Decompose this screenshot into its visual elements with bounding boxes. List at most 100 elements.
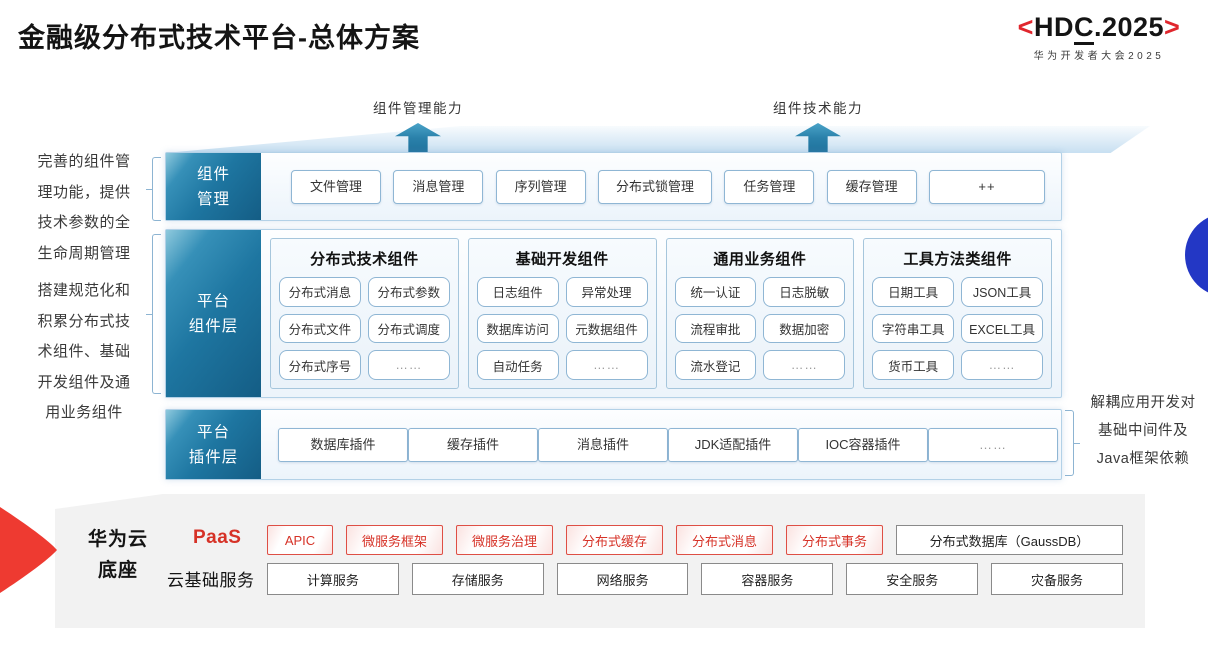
iaas-service-chip: 安全服务 bbox=[846, 563, 979, 595]
note-platform-components: 搭建规范化和 积累分布式技 术组件、基础 开发组件及通 用业务组件 bbox=[37, 282, 131, 421]
component-item: 自动任务 bbox=[476, 350, 559, 380]
right-bracket-row3 bbox=[1065, 410, 1080, 476]
cloud-basic-services-row: 计算服务 存储服务 网络服务 容器服务 安全服务 灾备服务 bbox=[267, 563, 1123, 595]
logo-text: <HDC.2025> bbox=[998, 12, 1200, 45]
paas-service-chip: 分布式事务 bbox=[786, 525, 883, 555]
paas-label: PaaS bbox=[193, 527, 242, 548]
group-common-business: 通用业务组件 统一认证 日志脱敏 流程审批 数据加密 流水登记 …… bbox=[665, 238, 855, 389]
row-label-component-management: 组件 管理 bbox=[166, 153, 261, 220]
component-item: 数据加密 bbox=[763, 313, 846, 344]
logo-subtitle: 华为开发者大会2025 bbox=[1033, 51, 1165, 62]
iaas-service-chip: 计算服务 bbox=[267, 563, 399, 595]
red-arrow-icon bbox=[0, 507, 57, 593]
component-chip-more: ++ bbox=[928, 169, 1045, 204]
group-title: 工具方法类组件 bbox=[903, 251, 1012, 268]
component-item: 分布式参数 bbox=[367, 277, 450, 307]
iaas-service-chip: 容器服务 bbox=[701, 563, 834, 595]
component-item: 数据库访问 bbox=[476, 313, 559, 344]
component-chip: 任务管理 bbox=[724, 169, 815, 204]
component-chip: 消息管理 bbox=[393, 169, 484, 204]
hdc-2025-logo: <HDC.2025> 华为开发者大会2025 bbox=[998, 12, 1200, 62]
group-utility-tools: 工具方法类组件 日期工具 JSON工具 字符串工具 EXCEL工具 货币工具 …… bbox=[863, 238, 1052, 389]
arrow-label: 组件管理能力 bbox=[373, 101, 463, 116]
group-grid: 日期工具 JSON工具 字符串工具 EXCEL工具 货币工具 …… bbox=[872, 277, 1043, 380]
logo-rest: .2025 bbox=[1093, 12, 1165, 42]
group-grid: 分布式消息 分布式参数 分布式文件 分布式调度 分布式序号 …… bbox=[279, 277, 450, 380]
component-item: JSON工具 bbox=[961, 277, 1043, 307]
component-item: 分布式序号 bbox=[279, 350, 361, 380]
row-platform-components: 平台 组件层 分布式技术组件 分布式消息 分布式参数 分布式文件 分布式调度 分… bbox=[165, 229, 1062, 398]
component-item: 日志组件 bbox=[476, 277, 559, 307]
component-item: EXCEL工具 bbox=[961, 313, 1043, 344]
page-title: 金融级分布式技术平台-总体方案 bbox=[18, 23, 420, 53]
group-title: 通用业务组件 bbox=[713, 251, 807, 268]
logo-close-bracket: > bbox=[1164, 12, 1181, 42]
plugin-chip: JDK适配插件 bbox=[668, 427, 798, 462]
component-item-more: …… bbox=[961, 350, 1043, 380]
paas-service-chip: APIC bbox=[267, 525, 333, 555]
logo-open-bracket: < bbox=[1017, 12, 1034, 42]
plugin-chip: IOC容器插件 bbox=[798, 427, 928, 462]
component-item: 字符串工具 bbox=[872, 313, 955, 344]
gaussdb-chip: 分布式数据库（GaussDB） bbox=[896, 525, 1123, 555]
group-grid: 日志组件 异常处理 数据库访问 元数据组件 自动任务 …… bbox=[476, 277, 648, 380]
component-item: 分布式调度 bbox=[367, 313, 450, 344]
component-item-more: …… bbox=[367, 350, 450, 380]
row-content: 文件管理 消息管理 序列管理 分布式锁管理 任务管理 缓存管理 ++ bbox=[261, 153, 1061, 220]
row-content: 数据库插件 缓存插件 消息插件 JDK适配插件 IOC容器插件 …… bbox=[261, 410, 1073, 479]
iaas-service-chip: 灾备服务 bbox=[991, 563, 1123, 595]
component-item: 日志脱敏 bbox=[763, 277, 846, 307]
component-item: 统一认证 bbox=[674, 277, 757, 307]
component-item: 元数据组件 bbox=[565, 313, 648, 344]
left-bracket-row1 bbox=[146, 157, 161, 221]
component-chip: 序列管理 bbox=[495, 169, 586, 204]
huawei-cloud-base-panel bbox=[55, 494, 1145, 628]
group-basic-dev: 基础开发组件 日志组件 异常处理 数据库访问 元数据组件 自动任务 …… bbox=[467, 238, 657, 389]
blue-circle-decoration bbox=[1185, 213, 1208, 297]
paas-service-chip: 微服务框架 bbox=[346, 525, 443, 555]
logo-c: C bbox=[1073, 12, 1094, 45]
perspective-slab bbox=[165, 126, 1150, 153]
component-chip: 文件管理 bbox=[291, 169, 381, 204]
group-title: 基础开发组件 bbox=[515, 251, 609, 268]
component-chip: 分布式锁管理 bbox=[597, 169, 712, 204]
capability-arrow-management: 组件管理能力 bbox=[345, 97, 491, 156]
note-plugin-layer: 解耦应用开发对 基础中间件及 Java框架依赖 bbox=[1090, 395, 1196, 467]
component-item: 货币工具 bbox=[872, 350, 955, 380]
component-item: 分布式文件 bbox=[279, 313, 361, 344]
note-component-management: 完善的组件管 理功能，提供 技术参数的全 生命周期管理 bbox=[37, 153, 131, 262]
component-item-more: …… bbox=[763, 350, 846, 380]
huawei-cloud-base-label: 华为云 底座 bbox=[87, 529, 148, 581]
plugin-chip: 数据库插件 bbox=[278, 427, 408, 462]
row-label-platform-plugins: 平台 插件层 bbox=[166, 410, 261, 479]
iaas-service-chip: 网络服务 bbox=[556, 563, 689, 595]
iaas-service-chip: 存储服务 bbox=[411, 563, 544, 595]
plugin-chip: 消息插件 bbox=[538, 427, 668, 462]
logo-hd: HD bbox=[1033, 12, 1074, 42]
plugin-chip: 缓存插件 bbox=[408, 427, 538, 462]
architecture-stack: 组件 管理 文件管理 消息管理 序列管理 分布式锁管理 任务管理 缓存管理 ++… bbox=[165, 152, 1062, 480]
row-component-management: 组件 管理 文件管理 消息管理 序列管理 分布式锁管理 任务管理 缓存管理 ++ bbox=[165, 152, 1062, 221]
paas-service-chip: 分布式缓存 bbox=[566, 525, 663, 555]
component-item: 流水登记 bbox=[674, 350, 757, 380]
component-item: 日期工具 bbox=[872, 277, 955, 307]
group-distributed-tech: 分布式技术组件 分布式消息 分布式参数 分布式文件 分布式调度 分布式序号 …… bbox=[270, 238, 459, 389]
row-label-platform-components: 平台 组件层 bbox=[166, 230, 261, 397]
capability-arrow-technology: 组件技术能力 bbox=[745, 97, 891, 156]
paas-service-chip: 分布式消息 bbox=[676, 525, 773, 555]
row-platform-plugins: 平台 插件层 数据库插件 缓存插件 消息插件 JDK适配插件 IOC容器插件 …… bbox=[165, 409, 1062, 480]
arrow-label: 组件技术能力 bbox=[773, 101, 863, 116]
plugin-chip-more: …… bbox=[928, 427, 1058, 462]
cloud-basic-services-label: 云基础服务 bbox=[167, 571, 255, 590]
row-content: 分布式技术组件 分布式消息 分布式参数 分布式文件 分布式调度 分布式序号 ……… bbox=[261, 230, 1061, 397]
paas-service-chip: 微服务治理 bbox=[456, 525, 553, 555]
paas-services-row: APIC 微服务框架 微服务治理 分布式缓存 分布式消息 分布式事务 分布式数据… bbox=[267, 525, 1123, 555]
component-item: 异常处理 bbox=[565, 277, 648, 307]
component-item: 分布式消息 bbox=[279, 277, 361, 307]
component-item: 流程审批 bbox=[674, 313, 757, 344]
left-bracket-row2 bbox=[146, 234, 161, 394]
group-grid: 统一认证 日志脱敏 流程审批 数据加密 流水登记 …… bbox=[674, 277, 846, 380]
component-item-more: …… bbox=[565, 350, 648, 380]
component-chip: 缓存管理 bbox=[826, 169, 917, 204]
group-title: 分布式技术组件 bbox=[310, 251, 419, 268]
